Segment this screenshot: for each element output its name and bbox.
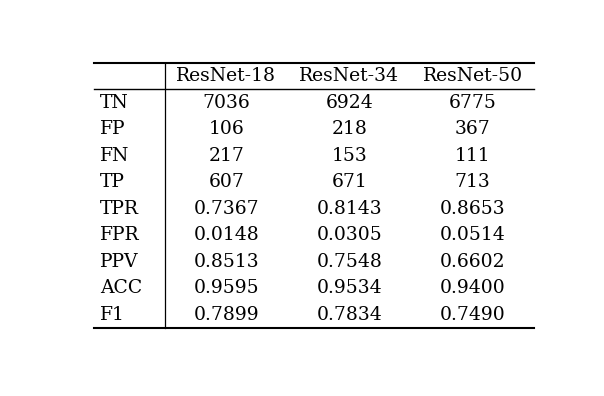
Text: 367: 367 bbox=[455, 120, 490, 138]
Text: 0.0148: 0.0148 bbox=[193, 226, 259, 244]
Text: ACC: ACC bbox=[100, 279, 142, 297]
Text: ResNet-34: ResNet-34 bbox=[300, 67, 399, 85]
Text: 0.9595: 0.9595 bbox=[193, 279, 259, 297]
Text: 0.7899: 0.7899 bbox=[193, 306, 259, 324]
Text: 671: 671 bbox=[332, 173, 367, 191]
Text: FN: FN bbox=[100, 147, 129, 165]
Text: 0.9534: 0.9534 bbox=[316, 279, 382, 297]
Text: TPR: TPR bbox=[100, 200, 139, 218]
Text: 0.0305: 0.0305 bbox=[316, 226, 382, 244]
Text: 6924: 6924 bbox=[326, 93, 373, 112]
Text: 0.7548: 0.7548 bbox=[316, 253, 382, 271]
Text: 0.9400: 0.9400 bbox=[440, 279, 506, 297]
Text: 0.7490: 0.7490 bbox=[440, 306, 506, 324]
Text: 218: 218 bbox=[332, 120, 367, 138]
Text: 7036: 7036 bbox=[202, 93, 250, 112]
Text: FPR: FPR bbox=[100, 226, 140, 244]
Text: 153: 153 bbox=[332, 147, 367, 165]
Text: 0.0514: 0.0514 bbox=[440, 226, 506, 244]
Text: FP: FP bbox=[100, 120, 126, 138]
Text: PPV: PPV bbox=[100, 253, 138, 271]
Text: 0.6602: 0.6602 bbox=[440, 253, 506, 271]
Text: ResNet-18: ResNet-18 bbox=[176, 67, 276, 85]
Text: 111: 111 bbox=[455, 147, 490, 165]
Text: 0.7834: 0.7834 bbox=[316, 306, 382, 324]
Text: 0.7367: 0.7367 bbox=[193, 200, 259, 218]
Text: F1: F1 bbox=[100, 306, 124, 324]
Text: TN: TN bbox=[100, 93, 129, 112]
Text: 713: 713 bbox=[455, 173, 490, 191]
Text: 6775: 6775 bbox=[449, 93, 496, 112]
Text: 0.8653: 0.8653 bbox=[440, 200, 506, 218]
Text: 0.8513: 0.8513 bbox=[193, 253, 259, 271]
Text: 106: 106 bbox=[208, 120, 244, 138]
Text: 0.8143: 0.8143 bbox=[316, 200, 382, 218]
Text: 607: 607 bbox=[208, 173, 244, 191]
Text: TP: TP bbox=[100, 173, 124, 191]
Text: 217: 217 bbox=[208, 147, 244, 165]
Text: ResNet-50: ResNet-50 bbox=[423, 67, 522, 85]
